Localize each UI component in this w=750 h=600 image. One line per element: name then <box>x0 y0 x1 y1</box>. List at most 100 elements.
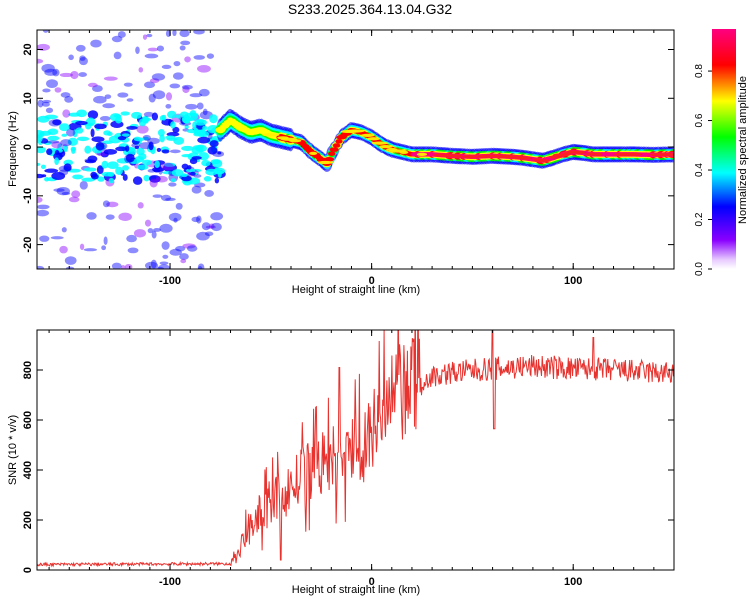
heatmap-noise-blob <box>182 243 196 249</box>
heatmap-noise-blob <box>117 92 129 98</box>
heatmap-noise-blob <box>168 182 177 187</box>
heatmap-ridge-cell <box>328 151 336 156</box>
heatmap-noise-blob <box>87 110 99 120</box>
heatmap-noise-blob <box>103 130 112 136</box>
heatmap-xtick-label: 0 <box>369 275 375 287</box>
snr-series-line <box>37 330 674 568</box>
heatmap-noise-blob <box>138 153 147 160</box>
colorbar-label: Normalized spectral amplitude <box>737 76 749 224</box>
heatmap-noise-blob <box>201 159 211 167</box>
heatmap-x-axis-label: Height of straight line (km) <box>292 284 420 296</box>
heatmap-ytick-label: -10 <box>22 188 34 204</box>
heatmap-noise-blob <box>156 45 165 52</box>
heatmap-noise-blob <box>210 159 221 165</box>
heatmap-noise-blob <box>63 163 72 172</box>
heatmap-noise-blob <box>204 231 214 237</box>
heatmap-noise-blob <box>68 196 80 203</box>
heatmap-noise-blob <box>37 146 46 154</box>
heatmap-noise-blob <box>185 103 198 110</box>
heatmap-noise-blob <box>101 160 109 169</box>
colorbar-ticks: 0.0 0.2 0.4 0.6 0.8 <box>694 64 712 276</box>
heatmap-noise-blob <box>71 190 81 198</box>
chart-title: S233.2025.364.13.04.G32 <box>288 1 452 17</box>
colorbar: 0.0 0.2 0.4 0.6 0.8 Normalized spectral ampl… <box>694 29 749 276</box>
heatmap-noise-blob <box>48 119 61 127</box>
heatmap-noise-blob <box>160 194 172 202</box>
heatmap-noise-blob <box>149 178 158 188</box>
heatmap-ridge-cell <box>332 143 341 148</box>
heatmap-noise-blob <box>210 212 224 221</box>
heatmap-noise-blob <box>41 174 47 178</box>
heatmap-noise-blob <box>193 127 199 136</box>
heatmap-noise-blob <box>189 93 203 98</box>
colorbar-gradient <box>712 29 736 269</box>
heatmap-noise-blob <box>50 236 64 240</box>
heatmap-noise-blob <box>37 209 50 217</box>
heatmap-ridge-peak <box>288 139 302 143</box>
heatmap-noise-blob <box>117 31 126 38</box>
colorbar-tick-label: 0.8 <box>694 64 705 78</box>
heatmap-ridge-cell <box>335 139 343 144</box>
heatmap-noise-blob <box>165 197 176 201</box>
heatmap-ridge-peak <box>518 156 532 160</box>
heatmap-noise-blob <box>142 159 153 166</box>
heatmap-noise-blob <box>51 171 66 181</box>
heatmap-noise-blob <box>54 87 62 93</box>
heatmap-noise-blob <box>126 234 137 243</box>
heatmap-noise-blob <box>57 143 63 152</box>
heatmap-noise-blob <box>158 264 170 269</box>
snr-frame <box>36 329 675 571</box>
heatmap-noise-blob <box>138 118 147 127</box>
heatmap-noise-blob <box>94 123 107 130</box>
heatmap-noise-blob <box>217 151 222 155</box>
heatmap-noise-blob <box>126 98 134 102</box>
heatmap-noise-blob <box>197 136 211 144</box>
heatmap-noise-blob <box>121 165 130 171</box>
snr-ytick-label: 800 <box>22 361 34 379</box>
heatmap-noise-blob <box>59 245 68 254</box>
colorbar-tick-label: 0.0 <box>694 262 705 276</box>
heatmap-noise-blob <box>64 96 74 103</box>
heatmap-ridge-peak <box>399 150 409 155</box>
heatmap-noise-blob <box>181 175 192 182</box>
heatmap-noise-blob <box>40 164 46 169</box>
heatmap-noise-blob <box>179 253 189 260</box>
heatmap-noise-blob <box>61 191 71 196</box>
heatmap-noise-blob <box>54 150 60 156</box>
heatmap-noise-blob <box>156 147 162 152</box>
heatmap-noise-blob <box>204 190 214 197</box>
heatmap-noise-blob <box>212 150 225 158</box>
heatmap-noise-blob <box>60 139 72 147</box>
heatmap-noise-blob <box>159 223 173 233</box>
heatmap-noise-blob <box>213 167 226 175</box>
heatmap-noise-blob <box>191 216 201 223</box>
heatmap-noise-blob <box>134 145 140 150</box>
snr-panel: -100 0 100 0 200 400 600 800 Height of straigh… <box>7 329 675 596</box>
heatmap-noise-blob <box>46 79 58 88</box>
heatmap-noise-blob <box>157 128 165 137</box>
heatmap-noise-blob <box>166 132 180 137</box>
heatmap-noise-blob <box>179 30 190 38</box>
heatmap-noise-blob <box>161 114 167 121</box>
heatmap-noise-blob <box>71 147 76 154</box>
heatmap-noise-blob <box>68 112 81 117</box>
heatmap-noise-blob <box>124 264 133 269</box>
heatmap-noise-blob <box>70 70 79 80</box>
heatmap-noise-blob <box>42 88 51 93</box>
heatmap-ridge-peak <box>367 137 381 141</box>
heatmap-noise-blob <box>153 169 161 173</box>
heatmap-noise-blob <box>179 45 186 51</box>
heatmap-noise-blob <box>143 111 154 117</box>
heatmap-noise-blob <box>125 153 135 163</box>
heatmap-noise-blob <box>131 111 143 119</box>
heatmap-noise-blob <box>191 185 202 194</box>
heatmap-noise-blob <box>202 108 208 116</box>
snr-ytick-label: 600 <box>22 411 34 429</box>
heatmap-ridge-peak <box>360 133 375 137</box>
heatmap-ridge-peak <box>379 144 393 149</box>
heatmap-noise-blob <box>154 160 160 168</box>
heatmap-noise-blob <box>120 265 126 269</box>
heatmap-noise-blob <box>58 165 72 172</box>
heatmap-noise-blob <box>37 265 45 269</box>
